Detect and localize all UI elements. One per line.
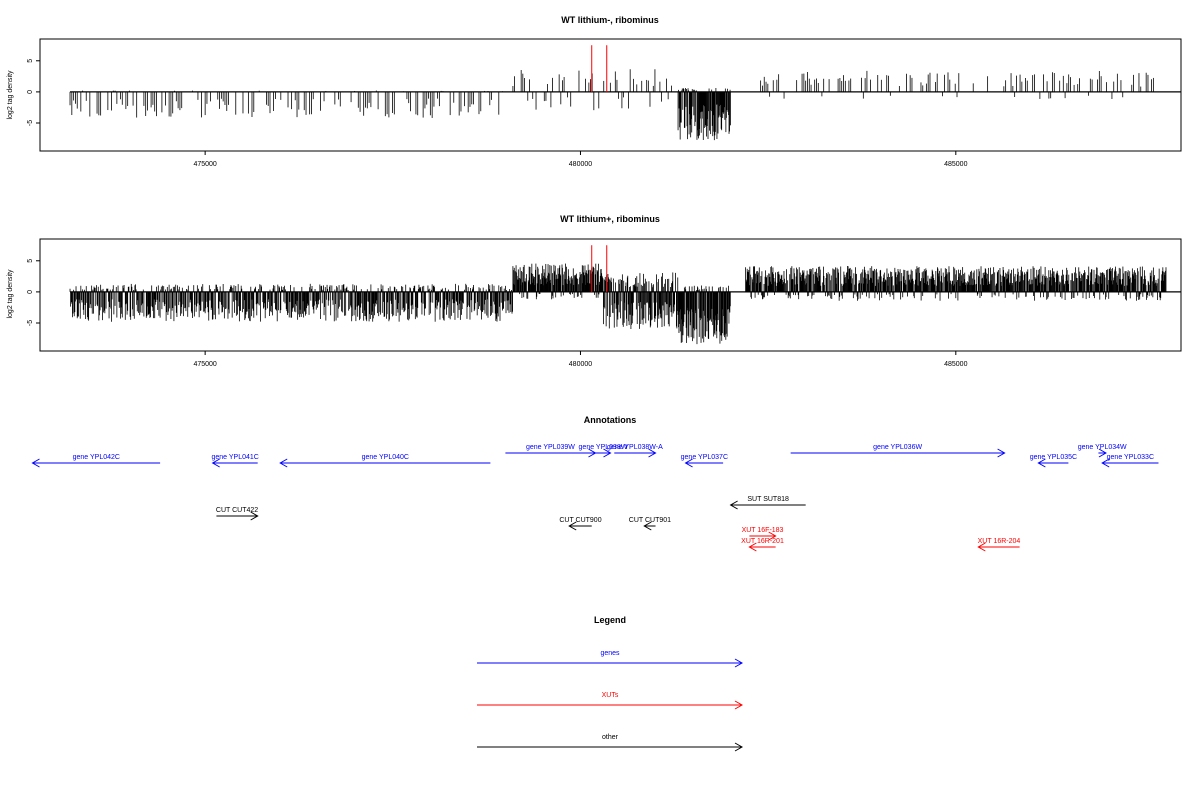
feature-arrow-head (250, 511, 259, 521)
feature-arrow: gene YPL042C (31, 454, 161, 468)
legend-label: XUTs (602, 692, 619, 699)
feature-arrow: gene YPL038W (579, 444, 628, 458)
feature-arrow-head (997, 448, 1006, 458)
density-bars (69, 245, 1181, 345)
feature-arrow: CUT CUT422 (216, 507, 259, 521)
feature-label: gene YPL042C (73, 454, 120, 461)
feature-label: XUT 16F-183 (742, 527, 784, 534)
legend-entries: genes XUTs other (477, 650, 744, 752)
feature-arrow-head (729, 500, 738, 510)
feature-label: CUT CUT900 (559, 517, 601, 524)
feature-arrow: gene YPL040C (279, 454, 491, 468)
feature-arrow: gene YPL033C (1101, 454, 1159, 468)
y-tick-label: -5 (27, 320, 34, 326)
x-tick-label: 480000 (569, 161, 592, 168)
y-tick-label: 5 (27, 259, 34, 263)
feature-arrow: XUT 16F-183 (742, 527, 784, 541)
feature-arrow-head (1037, 458, 1046, 468)
density-bars (69, 45, 1181, 141)
feature-arrow-head (211, 458, 220, 468)
x-tick-label: 475000 (193, 161, 216, 168)
feature-arrow: gene YPL041C (211, 454, 259, 468)
feature-label: CUT CUT901 (629, 517, 671, 524)
feature-arrow: XUT 16R-204 (977, 538, 1021, 552)
feature-arrow: XUT 16R-201 (741, 538, 784, 552)
feature-arrow: SUT SUT818 (729, 496, 806, 510)
feature-arrow: gene YPL038W-A (607, 444, 663, 458)
feature-arrow: CUT CUT901 (629, 517, 671, 531)
y-axis-label: log2 tag density (7, 269, 14, 319)
feature-arrow: gene YPL037C (681, 454, 728, 468)
feature-label: gene YPL038W (579, 444, 628, 451)
chart-title: WT lithium-, ribominus (561, 15, 659, 25)
feature-label: gene YPL036W (873, 444, 922, 451)
feature-label: SUT SUT818 (747, 496, 789, 503)
feature-label: XUT 16R-201 (741, 538, 784, 545)
feature-arrow-head (768, 531, 777, 541)
feature-label: gene YPL037C (681, 454, 728, 461)
feature-arrow-head (1101, 458, 1110, 468)
feature-arrow-head (568, 521, 577, 531)
y-tick-label: 5 (27, 59, 34, 63)
feature-arrow-head (748, 542, 757, 552)
annotations-track: Annotations gene YPL042C gene YPL041C gene… (31, 415, 1159, 552)
legend-arrow-head (734, 700, 744, 710)
feature-label: gene YPL040C (362, 454, 409, 461)
x-tick-label: 475000 (193, 361, 216, 368)
legend-arrow-head (734, 742, 744, 752)
legend-label: other (602, 734, 619, 741)
feature-arrow-head (684, 458, 693, 468)
legend-entry: genes (477, 650, 744, 668)
feature-arrow-head (603, 448, 612, 458)
axis-ticks: -5 0 5 475000 480000 485000 (27, 259, 968, 368)
feature-arrow: gene YPL035C (1030, 454, 1077, 468)
x-tick-label: 485000 (944, 361, 967, 368)
feature-label: gene YPL033C (1107, 454, 1154, 461)
legend-entry: XUTs (477, 692, 744, 710)
feature-arrow-head (31, 458, 40, 468)
y-tick-label: -5 (27, 120, 34, 126)
feature-arrow-head (648, 448, 657, 458)
feature-arrow-head (279, 458, 288, 468)
chart-title: WT lithium+, ribominus (560, 214, 660, 224)
feature-arrow-head (977, 542, 986, 552)
density-plot-lithium-minus: WT lithium-, ribominus log2 tag density … (7, 15, 1182, 168)
plot-frame (39, 238, 1182, 352)
feature-label: gene YPL038W-A (607, 444, 663, 451)
feature-label: gene YPL041C (211, 454, 258, 461)
x-tick-label: 480000 (569, 361, 592, 368)
plot-frame (39, 38, 1182, 152)
y-tick-label: 0 (27, 90, 34, 94)
feature-arrow-head (1098, 448, 1107, 458)
feature-label: gene YPL034W (1078, 444, 1127, 451)
feature-arrow: CUT CUT900 (559, 517, 602, 531)
feature-label: CUT CUT422 (216, 507, 258, 514)
feature-arrow: gene YPL034W (1078, 444, 1127, 458)
feature-arrows: gene YPL042C gene YPL041C gene YPL040C gene… (31, 444, 1159, 552)
feature-arrow: gene YPL036W (790, 444, 1006, 458)
density-plot-lithium-plus: WT lithium+, ribominus log2 tag density … (7, 214, 1182, 368)
legend-arrow-head (734, 658, 744, 668)
feature-arrow-head (643, 521, 652, 531)
x-tick-label: 485000 (944, 161, 967, 168)
axis-ticks: -5 0 5 475000 480000 485000 (27, 59, 968, 168)
legend-title: Legend (594, 615, 626, 625)
feature-label: gene YPL039W (526, 444, 575, 451)
legend-label: genes (600, 650, 620, 657)
y-tick-label: 0 (27, 290, 34, 294)
feature-label: gene YPL035C (1030, 454, 1077, 461)
feature-label: XUT 16R-204 (978, 538, 1021, 545)
legend-entry: other (477, 734, 744, 752)
y-axis-label: log2 tag density (7, 70, 14, 120)
annotations-title: Annotations (584, 415, 637, 425)
legend: Legend genes XUTs other (477, 615, 744, 752)
